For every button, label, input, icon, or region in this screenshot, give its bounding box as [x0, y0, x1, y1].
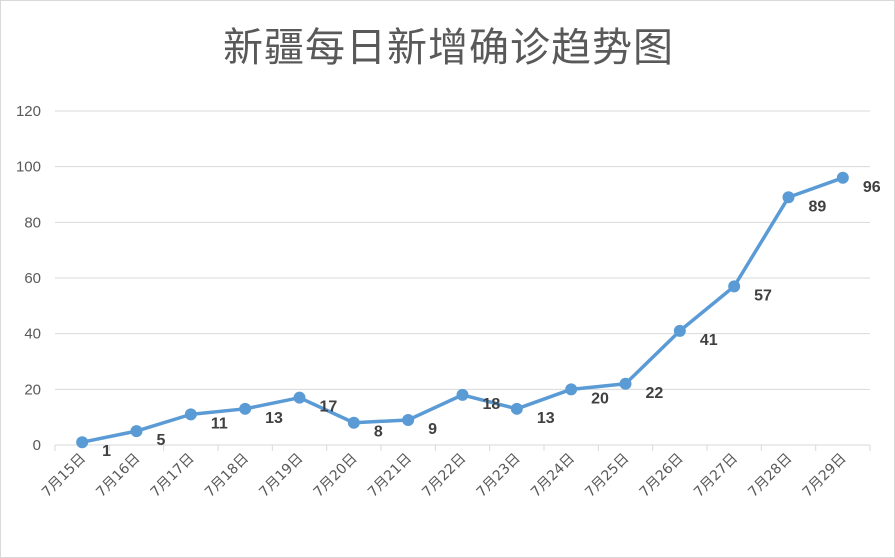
y-tick-label: 0: [33, 437, 41, 454]
data-point: [510, 402, 523, 415]
y-tick-label: 60: [24, 270, 41, 287]
x-tick-label: 7月25日: [582, 451, 632, 501]
x-tick-label: 7月21日: [365, 451, 415, 501]
data-label: 22: [646, 385, 664, 402]
series-line: [80, 176, 845, 444]
data-label: 5: [157, 432, 166, 449]
y-tick-label: 20: [24, 381, 41, 398]
x-tick-label: 7月26日: [637, 451, 687, 501]
data-point: [836, 171, 849, 184]
data-point: [565, 383, 578, 396]
data-label: 1: [102, 443, 111, 460]
data-point: [130, 425, 143, 438]
data-point: [456, 388, 469, 401]
data-point: [619, 377, 632, 390]
data-label: 57: [754, 287, 772, 304]
data-label: 89: [809, 198, 827, 215]
data-label: 13: [265, 410, 283, 427]
data-point: [347, 416, 360, 429]
y-tick-label: 100: [16, 159, 41, 176]
x-tick-label: 7月18日: [202, 451, 252, 501]
data-point: [782, 191, 795, 204]
data-label: 11: [211, 415, 228, 432]
data-label: 41: [700, 332, 718, 349]
data-label: 13: [537, 410, 555, 427]
data-label: 8: [374, 424, 383, 441]
x-tick-label: 7月29日: [800, 451, 850, 501]
x-tick-label: 7月28日: [745, 451, 795, 501]
x-tick-label: 7月19日: [256, 451, 306, 501]
data-label: 20: [591, 390, 609, 407]
data-point: [184, 408, 197, 421]
data-point: [402, 413, 415, 426]
x-tick-label: 7月27日: [691, 451, 741, 501]
y-tick-label: 80: [24, 214, 41, 231]
x-tick-label: 7月15日: [39, 451, 89, 501]
chart-title: 新疆每日新增确诊趋势图: [223, 25, 674, 71]
data-point: [293, 391, 306, 404]
data-label: 96: [863, 179, 881, 196]
data-point: [76, 436, 89, 449]
x-tick-label: 7月22日: [419, 451, 469, 501]
x-tick-label: 7月24日: [528, 451, 578, 501]
x-tick-label: 7月16日: [93, 451, 143, 501]
data-label: 17: [320, 399, 338, 416]
data-point: [673, 324, 686, 337]
data-point: [728, 280, 741, 293]
data-point: [239, 402, 252, 415]
y-tick-label: 40: [24, 326, 41, 343]
x-tick-label: 7月17日: [148, 451, 198, 501]
data-label: 9: [428, 421, 437, 438]
x-tick-label: 7月23日: [474, 451, 524, 501]
y-tick-label: 120: [16, 103, 41, 120]
x-tick-label: 7月20日: [311, 451, 361, 501]
data-label: 18: [483, 396, 501, 413]
